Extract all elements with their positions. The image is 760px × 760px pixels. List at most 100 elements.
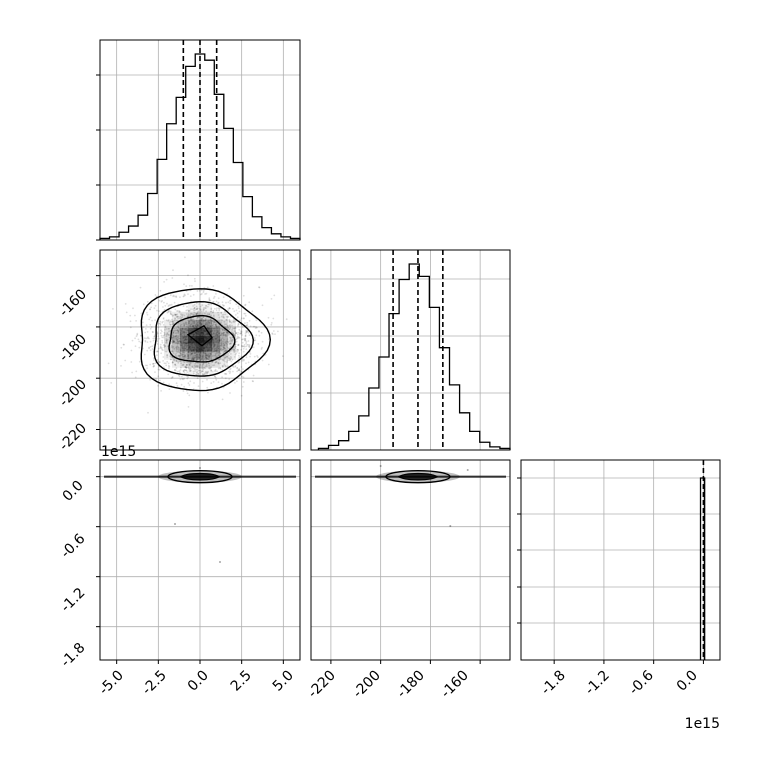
scatter-point — [195, 313, 198, 316]
scatter-point — [237, 323, 240, 326]
scatter-point — [205, 357, 208, 360]
scatter-point — [182, 370, 185, 372]
scatter-point — [230, 357, 233, 359]
scatter-point — [149, 378, 152, 381]
scatter-point — [240, 348, 243, 351]
scatter-point — [210, 310, 213, 313]
scatter-point — [182, 370, 185, 373]
scatter-point — [184, 347, 186, 350]
density-cell — [164, 351, 172, 360]
scatter-point — [120, 365, 122, 367]
scatter-point — [150, 326, 153, 328]
density-cell — [180, 335, 188, 344]
scatter-point — [198, 320, 201, 322]
scatter-point — [165, 350, 168, 353]
density-cell — [204, 359, 212, 368]
scatter-point — [270, 298, 273, 300]
scatter-point — [165, 340, 168, 343]
scatter-point — [227, 334, 230, 336]
scatter-point — [225, 373, 228, 375]
scatter-point — [188, 394, 191, 397]
scatter-point — [215, 350, 218, 353]
scatter-point — [199, 369, 202, 372]
scatter-point — [171, 350, 174, 352]
scatter-point — [212, 323, 215, 326]
scatter-point — [180, 366, 182, 369]
scatter-point — [202, 358, 205, 361]
scatter-point — [193, 309, 195, 312]
scatter-point — [201, 313, 203, 316]
scatter-point — [184, 366, 187, 369]
scatter-point — [175, 347, 178, 350]
scatter-point — [222, 346, 225, 348]
scatter-point — [172, 336, 175, 338]
scatter-point — [258, 286, 260, 289]
scatter-point — [204, 355, 207, 358]
scatter-point — [213, 295, 216, 298]
scatter-point — [174, 364, 177, 367]
contour-param-2-vs-param-3 — [385, 469, 451, 484]
scatter-point — [219, 344, 222, 347]
scatter-point — [162, 336, 165, 339]
scatter-point — [215, 361, 218, 364]
scatter-point — [199, 371, 202, 374]
scatter-point — [234, 365, 237, 367]
scatter-point — [234, 330, 237, 333]
scatter-point — [194, 365, 197, 367]
density-cell — [220, 359, 228, 368]
density-cell — [212, 343, 220, 352]
scatter-point — [211, 324, 214, 326]
scatter-point — [237, 331, 240, 334]
scatter-point — [214, 370, 217, 372]
scatter-point — [173, 330, 176, 332]
scatter-point — [221, 398, 224, 401]
scatter-point — [214, 361, 217, 364]
scatter-point — [221, 345, 224, 347]
scatter-point — [185, 366, 188, 369]
scatter-point — [236, 316, 239, 319]
scatter-point — [227, 326, 230, 329]
scatter-point — [221, 365, 224, 367]
scatter-point — [193, 304, 196, 306]
scatter-point — [227, 365, 229, 367]
scatter-point — [177, 326, 180, 329]
scatter-point — [181, 327, 184, 330]
scatter-point — [187, 366, 190, 369]
scatter-point — [233, 350, 236, 352]
scatter-point — [176, 385, 179, 387]
scatter-point — [149, 363, 152, 366]
x-tick-labels-param-2: -220 -200 -180 -160 — [305, 668, 472, 702]
scatter-point — [232, 370, 234, 373]
scatter-point — [185, 309, 188, 312]
density-cell — [172, 351, 180, 360]
scatter-point — [213, 343, 216, 346]
scatter-point — [204, 356, 207, 359]
scatter-point — [194, 366, 197, 368]
scatter-point — [244, 332, 247, 334]
scatter-point — [215, 347, 218, 350]
scatter-point — [207, 367, 210, 369]
scatter-point — [273, 294, 276, 297]
scatter-point — [149, 345, 152, 348]
scatter-point — [196, 324, 199, 327]
density-cell — [204, 343, 212, 352]
scatter-point — [177, 336, 179, 338]
scatter-point — [212, 301, 215, 303]
scatter-point — [233, 349, 235, 352]
scatter-point — [159, 322, 162, 325]
scatter-point — [182, 363, 185, 366]
scatter-point — [164, 304, 167, 307]
scatter-point — [174, 363, 177, 366]
scatter-point — [177, 324, 180, 326]
scatter-point — [242, 338, 244, 340]
scatter-point — [168, 330, 170, 333]
scatter-point — [191, 356, 194, 359]
scatter-point — [233, 348, 235, 351]
scatter-point — [198, 319, 201, 322]
scatter-point — [221, 319, 224, 322]
scatter-point — [207, 324, 210, 326]
scatter-point — [238, 352, 241, 355]
scatter-point — [123, 343, 125, 346]
density-cell — [196, 359, 204, 368]
scatter-point — [240, 370, 242, 373]
